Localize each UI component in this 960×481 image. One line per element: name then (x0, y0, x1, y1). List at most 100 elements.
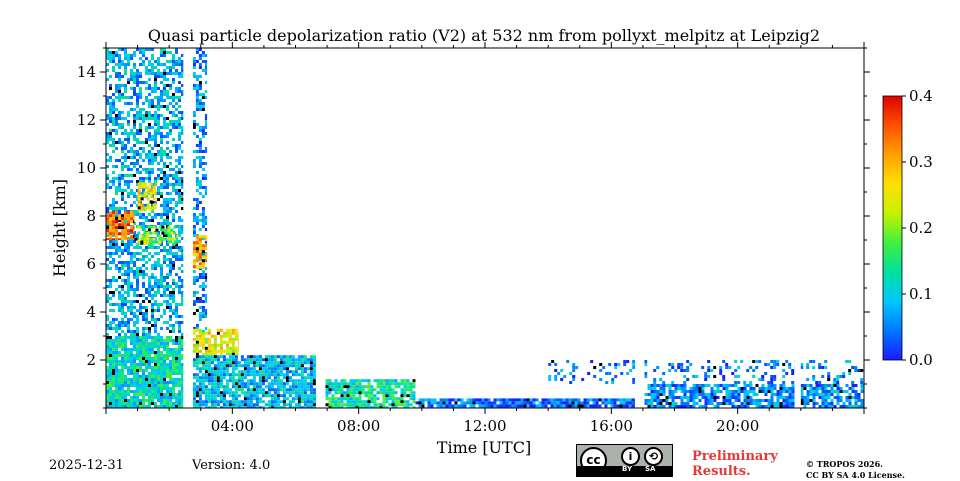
heatmap-cell (124, 129, 127, 132)
heatmap-cell (202, 344, 205, 347)
heatmap-cell (645, 393, 648, 396)
heatmap-cell (130, 360, 133, 363)
heatmap-cell (359, 382, 362, 385)
heatmap-cell (169, 303, 172, 306)
heatmap-cell (813, 399, 816, 402)
heatmap-cell (151, 168, 154, 171)
heatmap-cell (112, 93, 115, 96)
heatmap-cell (244, 367, 247, 370)
heatmap-cell (109, 378, 112, 381)
heatmap-cell (157, 360, 160, 363)
heatmap-cell (235, 364, 238, 367)
heatmap-cell (127, 96, 130, 99)
heatmap-cell (596, 398, 599, 401)
heatmap-cell (313, 403, 316, 406)
heatmap-cell (196, 388, 199, 391)
heatmap-cell (181, 372, 183, 375)
heatmap-cell (145, 387, 148, 390)
heatmap-cell (178, 60, 181, 63)
heatmap-cell (118, 226, 121, 229)
heatmap-cell (124, 51, 127, 54)
heatmap-cell (161, 232, 164, 235)
heatmap-cell (611, 398, 614, 401)
heatmap-cell (771, 399, 774, 402)
heatmap-cell (295, 403, 298, 406)
heatmap-cell (506, 404, 509, 407)
heatmap-cell (232, 379, 235, 382)
heatmap-cell (166, 186, 169, 189)
heatmap-cell (139, 273, 142, 276)
heatmap-cell (726, 387, 729, 390)
heatmap-cell (121, 348, 124, 351)
heatmap-cell (154, 330, 157, 333)
heatmap-cell (112, 258, 115, 261)
heatmap-cell (118, 159, 121, 162)
heatmap-cell (121, 309, 124, 312)
heatmap-cell (313, 388, 316, 391)
heatmap-cell (214, 364, 217, 367)
heatmap-cell (181, 156, 183, 159)
heatmap-cell (684, 390, 687, 393)
heatmap-cell (584, 401, 587, 404)
heatmap-cell (329, 379, 332, 382)
heatmap-cell (205, 385, 208, 388)
heatmap-cell (154, 96, 157, 99)
heatmap-cell (205, 312, 207, 315)
heatmap-cell (112, 252, 115, 255)
heatmap-cell (139, 381, 142, 384)
heatmap-cell (205, 219, 207, 222)
heatmap-cell (744, 399, 747, 402)
heatmap-cell (163, 123, 166, 126)
heatmap-cell (130, 366, 133, 369)
heatmap-cell (160, 279, 163, 282)
heatmap-cell (124, 384, 127, 387)
heatmap-cell (632, 398, 635, 401)
heatmap-cell (280, 394, 283, 397)
heatmap-cell (127, 318, 130, 321)
heatmap-cell (329, 400, 332, 403)
heatmap-cell (181, 396, 183, 399)
heatmap-cell (335, 382, 338, 385)
heatmap-cell (509, 404, 512, 407)
heatmap-cell (341, 385, 344, 388)
heatmap-cell (160, 315, 163, 318)
heatmap-cell (818, 363, 821, 366)
heatmap-cell (142, 339, 145, 342)
heatmap-cell (235, 382, 238, 385)
heatmap-cell (723, 399, 726, 402)
heatmap-cell (148, 153, 151, 156)
plot-area (106, 48, 864, 408)
heatmap-cell (286, 361, 289, 364)
heatmap-cell (121, 132, 124, 135)
heatmap-cell (169, 267, 172, 270)
heatmap-cell (837, 384, 840, 387)
heatmap-cell (205, 174, 207, 177)
heatmap-cell (178, 327, 181, 330)
heatmap-cell (154, 375, 157, 378)
heatmap-cell (842, 375, 845, 378)
heatmap-cell (124, 279, 127, 282)
heatmap-cell (756, 399, 759, 402)
heatmap-cell (133, 229, 134, 232)
heatmap-cell (271, 355, 274, 358)
heatmap-cell (169, 258, 172, 261)
heatmap-cell (175, 69, 178, 72)
x-axis-title: Time [UTC] (437, 438, 531, 457)
heatmap-cell (146, 244, 149, 245)
heatmap-cell (151, 357, 154, 360)
heatmap-cell (154, 363, 157, 366)
heatmap-cell (338, 382, 341, 385)
heatmap-cell (130, 318, 133, 321)
heatmap-cell (124, 165, 127, 168)
heatmap-cell (136, 141, 139, 144)
heatmap-cell (473, 404, 476, 407)
heatmap-cell (130, 252, 133, 255)
heatmap-cell (723, 387, 726, 390)
heatmap-cell (193, 87, 196, 90)
heatmap-cell (154, 369, 157, 372)
heatmap-cell (217, 373, 220, 376)
heatmap-cell (127, 282, 130, 285)
heatmap-cell (788, 363, 791, 366)
heatmap-cell (169, 249, 172, 252)
heatmap-cell (792, 402, 795, 405)
